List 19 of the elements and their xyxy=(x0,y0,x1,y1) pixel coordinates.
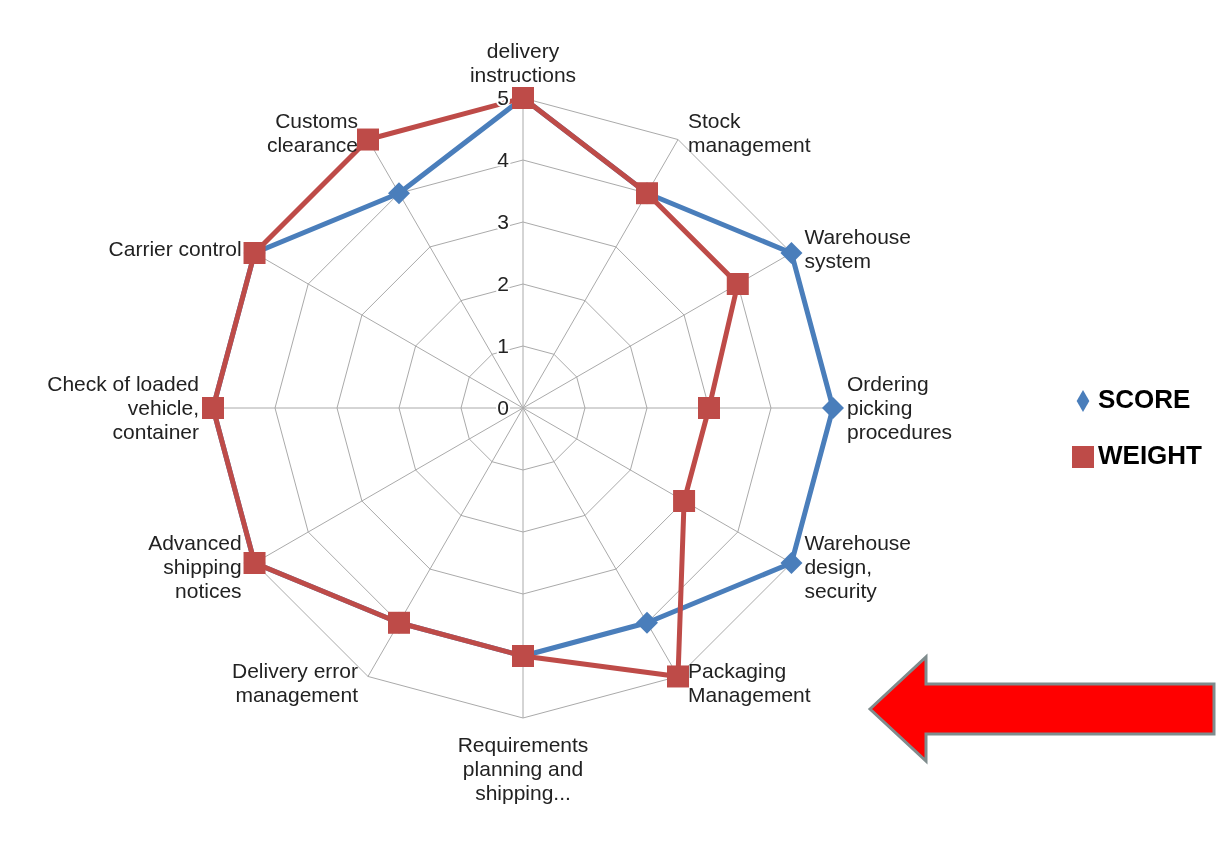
legend-label: SCORE xyxy=(1098,384,1191,414)
spoke-label: Customs clearance xyxy=(266,108,358,156)
spoke-label: Warehouse design, security xyxy=(804,531,912,602)
spoke-label: Stock management xyxy=(688,108,811,156)
spoke-label: delivery instructions xyxy=(469,39,577,86)
legend-label: WEIGHT xyxy=(1098,440,1202,470)
spoke-label: Packaging Management xyxy=(688,659,811,707)
y-tick-label: 4 xyxy=(497,148,510,171)
y-tick-label: 0 xyxy=(497,396,509,419)
spoke-label: Requirements planning and shipping... xyxy=(457,733,589,804)
y-tick-label: 2 xyxy=(497,272,509,295)
spoke-label: Carrier control xyxy=(108,237,242,260)
spoke-label: Ordering picking procedures xyxy=(847,372,953,443)
spoke-label: Check of loaded vehicle, container xyxy=(47,372,200,443)
y-tick-label: 1 xyxy=(497,334,509,357)
spoke-label: Delivery error management xyxy=(231,659,359,707)
spoke-label: Warehouse system xyxy=(804,225,912,272)
spoke-label: Advanced shipping notices xyxy=(148,531,242,602)
y-tick-label: 3 xyxy=(497,210,509,233)
